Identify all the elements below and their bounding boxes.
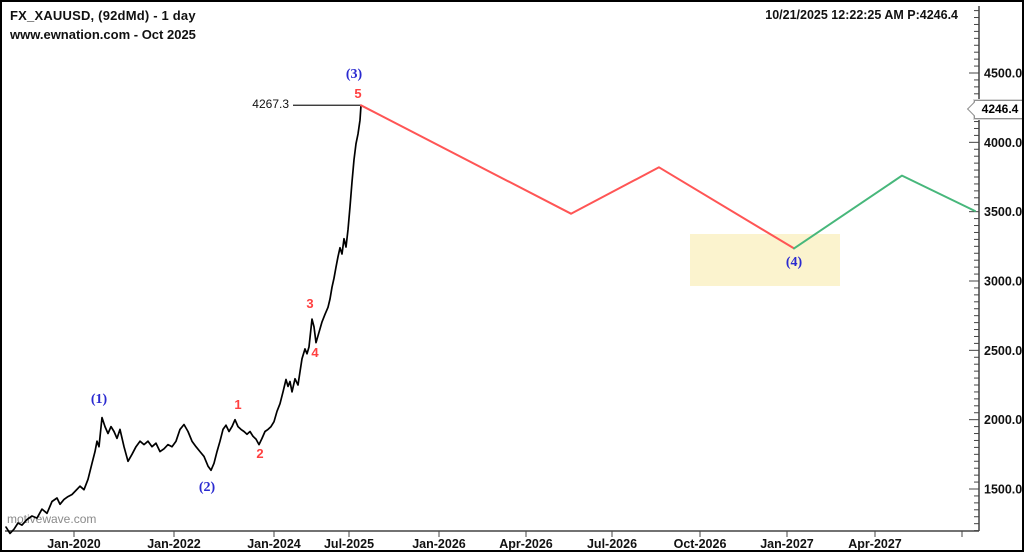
wave-label-p1p: (1) (90, 392, 108, 407)
symbol-title: FX_XAUUSD, (92dMd) - 1 day (10, 8, 196, 23)
wave-label-p2p: (2) (198, 480, 216, 495)
wave-label-3: 3 (306, 296, 314, 311)
wave-label-5: 5 (354, 86, 362, 101)
source-subtitle: www.ewnation.com - Oct 2025 (10, 27, 196, 42)
timestamp-price-readout: 10/21/2025 12:22:25 AM P:4246.4 (765, 8, 958, 22)
historical-price-line (5, 104, 362, 535)
price-tick-label: 1500.0 (984, 483, 1022, 497)
wave-label-1: 1 (234, 397, 242, 412)
price-tick-label: 4500.0 (984, 67, 1022, 81)
time-tick-label: Jul-2026 (587, 537, 637, 551)
time-tick-label: Jan-2020 (47, 537, 101, 551)
wave-label-p3p: (3) (345, 67, 363, 82)
motivewave-watermark: motivewave.com (7, 512, 97, 526)
projection-down-red-line (360, 104, 795, 250)
last-price-axis-marker: 4246.4 (966, 100, 1022, 119)
chart-header: FX_XAUUSD, (92dMd) - 1 day www.ewnation.… (10, 8, 196, 42)
time-tick-label: Jul-2025 (324, 537, 374, 551)
last-price-value: 4246.4 (981, 102, 1019, 116)
price-tick-label: 3500.0 (984, 205, 1022, 219)
wave-label-2: 2 (256, 446, 264, 461)
wave-label-p4p: (4) (785, 255, 803, 270)
time-tick-label: Apr-2027 (848, 537, 902, 551)
price-tick-label: 4000.0 (984, 136, 1022, 150)
time-tick-label: Jan-2024 (247, 537, 301, 551)
peak-price-annotation: 4267.3 (252, 97, 289, 111)
time-tick-label: Jan-2026 (412, 537, 466, 551)
time-tick-label: Jan-2027 (760, 537, 814, 551)
time-tick-label: Jan-2022 (147, 537, 201, 551)
wave-label-4: 4 (311, 345, 319, 360)
price-tick-label: 2000.0 (984, 413, 1022, 427)
time-tick-label: Oct-2026 (674, 537, 727, 551)
wave4-target-zone (690, 234, 840, 286)
price-tick-label: 2500.0 (984, 344, 1022, 358)
price-tick-label: 3000.0 (984, 275, 1022, 289)
time-tick-label: Apr-2026 (499, 537, 553, 551)
projection-up-green-line (793, 174, 976, 250)
